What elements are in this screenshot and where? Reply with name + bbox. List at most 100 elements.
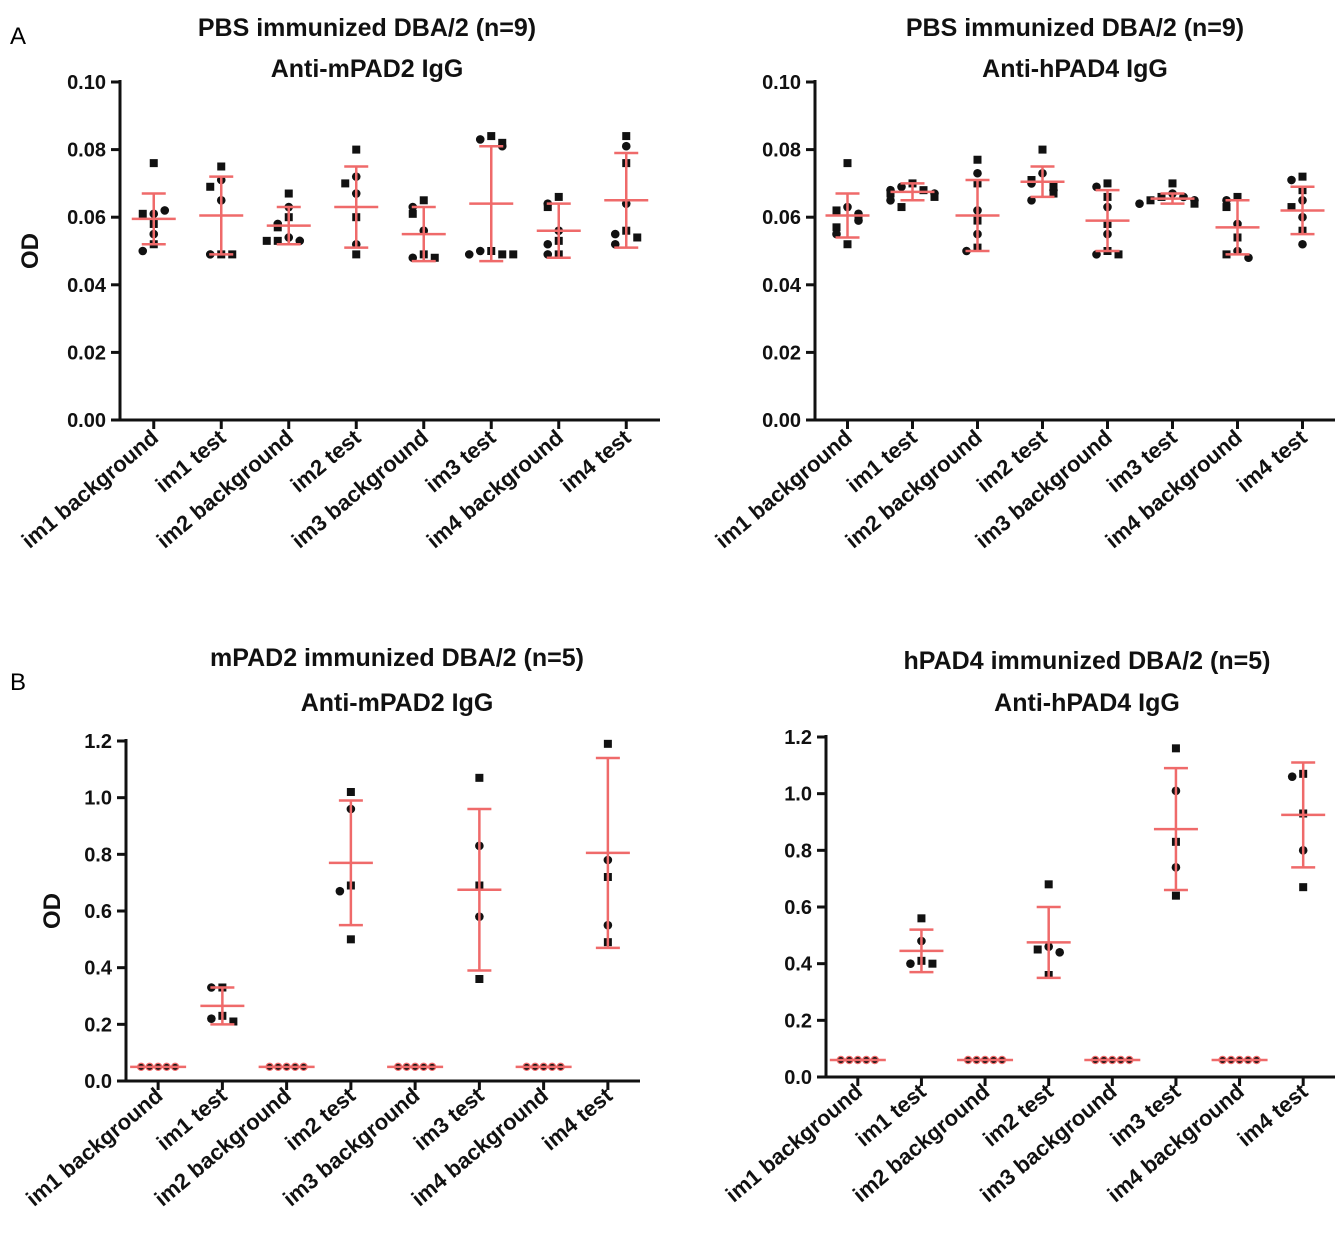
chart-subtitle: Anti-hPAD4 IgG [982, 55, 1168, 83]
data-point [1171, 744, 1180, 753]
chart-4: hPAD4 immunized DBA/2 (n=5) Anti-hPAD4 Ig… [721, 647, 1335, 1207]
data-point [1103, 179, 1112, 188]
group-1 [825, 159, 870, 249]
group-4 [1020, 145, 1065, 205]
data-point [408, 209, 417, 218]
data-point [897, 203, 906, 212]
group-8 [585, 739, 630, 950]
data-point [206, 182, 215, 191]
x-category-label: im1 background [21, 1083, 167, 1211]
data-point [509, 250, 518, 259]
chart-title: PBS immunized DBA/2 (n=9) [198, 14, 536, 42]
group-8 [604, 132, 649, 249]
data-point [160, 206, 170, 215]
data-point [1033, 945, 1042, 954]
group-3 [262, 189, 311, 246]
data-point [352, 250, 361, 259]
y-tick-label: 0.06 [762, 207, 801, 229]
data-point [1287, 175, 1296, 185]
chart-title: PBS immunized DBA/2 (n=9) [906, 14, 1244, 42]
data-point [1287, 772, 1297, 781]
data-point [464, 250, 474, 259]
data-point [854, 216, 863, 225]
data-point [341, 179, 350, 188]
data-point [1222, 203, 1231, 212]
chart-1: PBS immunized DBA/2 (n=9) Anti-mPAD2 IgG O… [17, 14, 660, 553]
data-point [610, 229, 620, 239]
data-point [622, 132, 631, 141]
y-tick-label: 0.8 [84, 844, 112, 866]
group-7 [515, 1062, 572, 1072]
data-point [229, 1017, 238, 1026]
chart-subtitle: Anti-mPAD2 IgG [271, 55, 464, 83]
data-point [543, 203, 552, 212]
y-tick-label: 0.2 [784, 1010, 812, 1032]
data-point [475, 246, 485, 256]
chart-title: mPAD2 immunized DBA/2 (n=5) [210, 644, 584, 672]
data-point [928, 959, 937, 968]
group-3 [955, 155, 1000, 256]
x-category-label: im1 background [710, 425, 856, 553]
y-tick-label: 0.10 [762, 72, 801, 94]
panel-label-a: A [10, 23, 26, 50]
chart-3: mPAD2 immunized DBA/2 (n=5) Anti-mPAD2 Ig… [21, 644, 640, 1211]
data-point [886, 196, 895, 205]
data-point [284, 189, 293, 198]
group-7 [1211, 1055, 1268, 1065]
group-6 [464, 132, 518, 263]
data-point [138, 246, 148, 256]
data-point [973, 168, 982, 178]
x-category-label: im4 test [556, 424, 636, 497]
chart-subtitle: Anti-hPAD4 IgG [994, 689, 1180, 717]
data-point [832, 223, 841, 232]
data-point [352, 145, 361, 154]
data-point [886, 189, 895, 198]
y-tick-label: 0.06 [67, 207, 106, 229]
data-point [475, 975, 484, 983]
y-tick-label: 0.10 [67, 72, 106, 94]
data-point [1233, 192, 1242, 201]
data-point [1157, 192, 1166, 201]
data-point [843, 240, 852, 249]
data-point [906, 959, 915, 968]
group-2 [899, 914, 944, 974]
y-tick-label: 1.2 [784, 727, 812, 749]
x-category-label: im1 background [721, 1079, 867, 1207]
panel-label-b: B [10, 669, 26, 696]
data-point [149, 159, 158, 168]
y-tick-label: 0.02 [762, 342, 801, 364]
data-point [1168, 179, 1177, 188]
y-tick-label: 0.2 [84, 1014, 112, 1036]
group-3 [957, 1055, 1014, 1065]
data-point [430, 253, 439, 262]
group-2 [886, 179, 939, 212]
y-tick-label: 0.6 [784, 897, 812, 919]
data-point [1190, 199, 1199, 208]
data-point [273, 223, 282, 232]
y-tick-label: 0.04 [762, 275, 802, 297]
y-tick-label: 1.0 [84, 788, 112, 810]
data-point [217, 162, 226, 171]
data-point [487, 132, 496, 141]
y-tick-label: 0.02 [67, 342, 106, 364]
data-point [1299, 883, 1308, 892]
data-point [262, 236, 271, 245]
group-1 [131, 159, 176, 256]
group-6 [457, 773, 502, 983]
data-point [346, 935, 355, 944]
data-point [543, 239, 553, 249]
y-tick-label: 1.2 [84, 731, 112, 753]
group-8 [1280, 172, 1325, 249]
group-4 [1026, 880, 1071, 980]
y-tick-label: 0.4 [784, 954, 813, 976]
data-point [621, 141, 631, 151]
chart-subtitle: Anti-mPAD2 IgG [301, 689, 494, 717]
data-point [930, 192, 939, 201]
y-tick-label: 0.6 [84, 901, 112, 923]
data-point [919, 186, 928, 195]
group-5 [1085, 179, 1130, 259]
group-5 [1084, 1055, 1141, 1065]
data-point [603, 739, 612, 748]
y-tick-label: 0.04 [67, 275, 107, 297]
chart-2: PBS immunized DBA/2 (n=9) Anti-hPAD4 IgG 0… [710, 14, 1335, 553]
